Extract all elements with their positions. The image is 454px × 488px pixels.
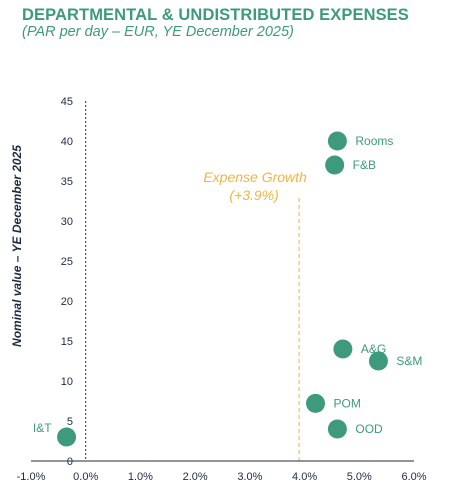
data-point-label: POM — [334, 396, 361, 410]
y-axis-title: Nominal value – YE December 2025 — [10, 145, 24, 347]
data-point — [327, 419, 347, 439]
chart-title: DEPARTMENTAL & UNDISTRIBUTED EXPENSES — [22, 6, 409, 24]
data-point — [57, 427, 77, 447]
x-tick-label: 3.0% — [237, 471, 262, 483]
y-tick-label: 45 — [61, 96, 73, 108]
x-tick-label: 0.0% — [73, 471, 98, 483]
data-point — [333, 339, 353, 359]
data-point-label: F&B — [353, 158, 376, 172]
data-point — [306, 393, 326, 413]
y-tick-label: 15 — [61, 336, 73, 348]
y-tick-label: 5 — [67, 416, 73, 428]
expense-growth-label: Expense Growth — [203, 169, 307, 185]
y-tick-label: 10 — [61, 376, 73, 388]
y-tick-label: 20 — [61, 296, 73, 308]
data-point-label: S&M — [396, 354, 422, 368]
x-tick-label: 5.0% — [347, 471, 372, 483]
data-point — [368, 351, 388, 371]
data-point-label: I&T — [33, 421, 52, 435]
x-tick-label: 4.0% — [292, 471, 317, 483]
y-tick-label: 35 — [61, 176, 73, 188]
y-tick-label: 40 — [61, 136, 73, 148]
data-point — [327, 131, 347, 151]
x-tick-label: 6.0% — [401, 471, 426, 483]
data-point — [325, 155, 345, 175]
expense-growth-value: (+3.9%) — [229, 187, 278, 203]
y-tick-label: 0 — [67, 456, 73, 468]
x-tick-label: -1.0% — [17, 471, 46, 483]
x-tick-label: 2.0% — [183, 471, 208, 483]
y-tick-label: 30 — [61, 216, 73, 228]
data-point-label: OOD — [355, 422, 383, 436]
chart-subtitle: (PAR per day – EUR, YE December 2025) — [22, 24, 294, 40]
data-point-label: Rooms — [355, 134, 393, 148]
x-tick-label: 1.0% — [128, 471, 153, 483]
data-point-label: A&G — [361, 342, 386, 356]
y-tick-label: 25 — [61, 256, 73, 268]
